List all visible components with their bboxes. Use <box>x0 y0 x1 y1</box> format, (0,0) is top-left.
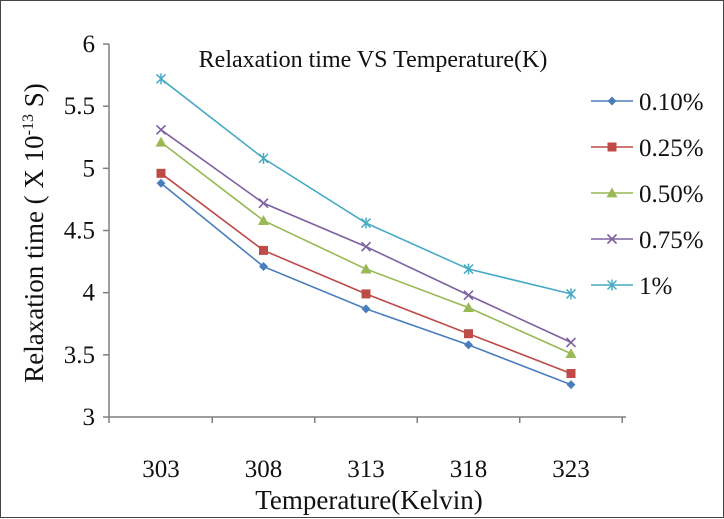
series-line <box>160 78 572 295</box>
y-axis-title-main: Relaxation time ( X 10 <box>19 135 49 382</box>
x-tick-marks <box>108 417 623 423</box>
legend-item: 0.25% <box>591 135 704 162</box>
data-point <box>155 124 167 135</box>
legend-marker <box>607 96 617 106</box>
legend-label: 1% <box>639 273 672 300</box>
data-point <box>156 178 166 188</box>
data-point <box>360 263 372 274</box>
legend-marker <box>607 142 617 152</box>
data-point <box>566 368 576 378</box>
x-tick-labels: 303 308 313 318 323 <box>142 456 590 483</box>
series-0.50% <box>155 136 577 358</box>
y-tick-label: 5.5 <box>64 93 95 120</box>
legend-label: 0.50% <box>639 181 704 208</box>
data-point <box>259 262 268 272</box>
series-line <box>160 182 572 386</box>
data-point <box>259 245 268 255</box>
y-tick-label: 4.5 <box>64 218 95 245</box>
data-point <box>155 136 167 147</box>
y-tick-label: 3.5 <box>64 342 95 369</box>
legend-label: 0.25% <box>639 135 704 162</box>
data-point <box>565 348 577 358</box>
legend-label: 0.10% <box>639 89 704 116</box>
data-point <box>156 168 166 178</box>
series-0.10% <box>156 178 576 390</box>
legend-marker <box>606 233 618 245</box>
data-point <box>464 329 473 339</box>
y-tick-label: 6 <box>83 31 96 58</box>
x-axis-title: Temperature(Kelvin) <box>255 485 483 515</box>
data-point <box>566 380 576 390</box>
legend: 0.10% 0.25% 0.50% 0.75% 1% <box>591 89 704 300</box>
data-point <box>360 217 372 229</box>
y-axis-title-exponent: -13 <box>20 114 37 135</box>
series-0.25% <box>156 168 576 378</box>
data-point <box>361 304 371 314</box>
data-point <box>565 337 577 348</box>
legend-item: 0.10% <box>591 89 704 116</box>
data-point <box>464 340 473 350</box>
legend-marker <box>606 187 618 198</box>
y-tick-label: 3 <box>83 404 96 431</box>
data-point <box>360 241 372 252</box>
series-layer <box>155 73 577 390</box>
x-tick-label: 308 <box>245 456 283 483</box>
chart-title: Relaxation time VS Temperature(K) <box>199 47 548 73</box>
series-1% <box>155 73 577 300</box>
data-point <box>155 73 167 85</box>
data-point <box>258 152 269 164</box>
legend-item: 0.75% <box>591 227 704 254</box>
data-point <box>258 198 269 209</box>
data-point <box>463 263 474 275</box>
x-tick-label: 318 <box>450 456 488 483</box>
y-tick-marks <box>103 43 109 418</box>
y-tick-labels: 3 3.5 4 4.5 5 5.5 6 <box>64 31 96 431</box>
data-point <box>463 290 474 301</box>
legend-item: 1% <box>591 273 672 300</box>
legend-label: 0.75% <box>639 227 704 254</box>
legend-item: 0.50% <box>591 181 704 208</box>
x-tick-label: 323 <box>552 456 590 483</box>
y-axis-title-tail: S) <box>19 83 49 114</box>
x-tick-label: 313 <box>347 456 385 483</box>
data-point <box>565 288 577 300</box>
y-axis-title: Relaxation time ( X 10-13 S) <box>19 83 49 383</box>
legend-marker <box>606 279 618 291</box>
x-tick-label: 303 <box>142 456 180 483</box>
y-tick-label: 5 <box>83 155 96 182</box>
series-0.75% <box>155 124 577 348</box>
axes <box>103 43 626 423</box>
data-point <box>258 215 269 225</box>
y-tick-label: 4 <box>83 280 96 307</box>
data-point <box>361 289 371 299</box>
data-point <box>463 302 474 312</box>
